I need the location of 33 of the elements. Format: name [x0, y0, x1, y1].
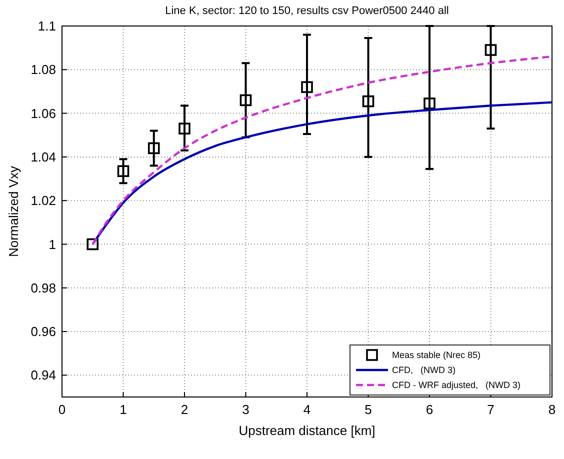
y-tick-label: 1.04 [30, 149, 56, 164]
x-tick-label: 3 [242, 402, 250, 417]
y-tick-label: 1.08 [30, 62, 56, 78]
y-tick-label: 1 [48, 236, 56, 252]
x-axis-title: Upstream distance [km] [238, 423, 376, 438]
legend-label: Meas stable (Nrec 85) [392, 350, 481, 360]
point [484, 44, 497, 56]
y-tick-label: 1.02 [30, 193, 56, 208]
point [86, 238, 99, 250]
y-axis-title: Normalized Vxy [6, 165, 21, 258]
chart-title: Line K, sector: 120 to 150, results csv Power0500 2440 all [165, 5, 449, 17]
y-tick-label: 0.96 [30, 324, 56, 340]
point [178, 122, 190, 134]
legend-label: CFD, (NWD 3) [392, 365, 456, 376]
y-tick-label: 0.94 [30, 368, 56, 383]
x-tick-label: 2 [180, 402, 188, 417]
y-tick-label: 1.1 [38, 18, 56, 34]
legend-label: CFD - WRF adjusted, (NWD 3) [392, 380, 521, 390]
x-tick-label: 8 [548, 402, 556, 417]
point [301, 81, 313, 94]
point [117, 165, 130, 178]
point [240, 94, 252, 106]
x-tick-label: 4 [303, 402, 311, 417]
x-tick-label: 5 [364, 402, 372, 417]
point [362, 95, 374, 108]
point [148, 142, 160, 154]
point [424, 98, 436, 110]
x-tick-label: 7 [487, 402, 494, 417]
x-tick-label: 6 [426, 402, 434, 417]
y-tick-label: 0.98 [30, 280, 56, 296]
x-tick-label: 1 [120, 402, 127, 417]
x-tick-label: 0 [58, 402, 66, 417]
y-tick-label: 1.06 [30, 106, 56, 121]
